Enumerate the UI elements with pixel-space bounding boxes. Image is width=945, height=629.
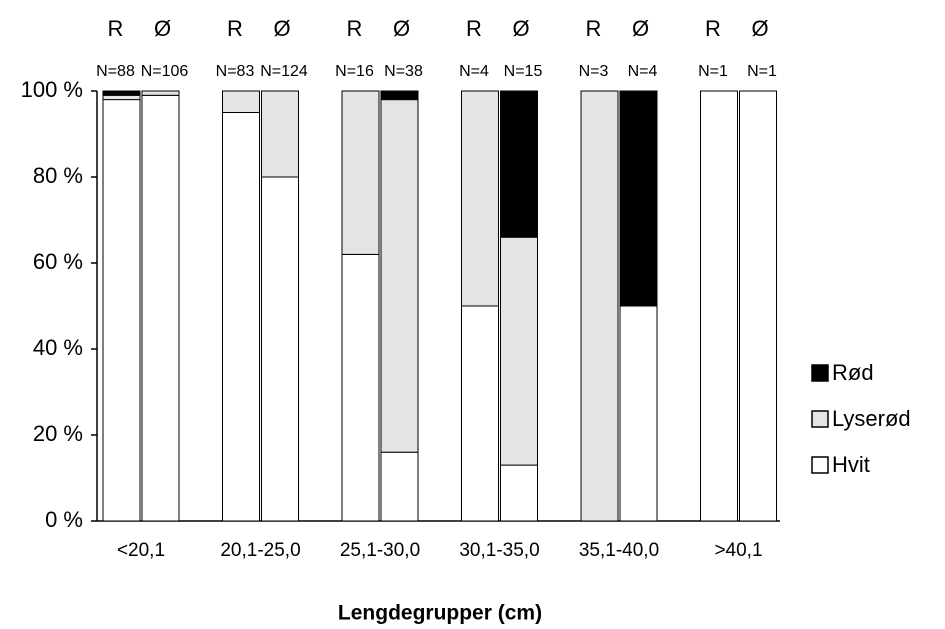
y-tick-label: 20 % [33, 421, 83, 446]
n-label: N=3 [579, 63, 609, 80]
y-tick-label: 40 % [33, 335, 83, 360]
bar-label: R [227, 16, 243, 41]
bar-segment [141, 90, 180, 96]
x-tick-label: >40,1 [714, 540, 762, 561]
n-label: N=83 [216, 63, 255, 80]
bar-label: Ø [632, 16, 649, 41]
n-label: N=16 [335, 63, 374, 80]
y-tick-label: 100 % [21, 77, 83, 102]
bar-label: Ø [512, 16, 529, 41]
legend-label: Hvit [832, 452, 870, 477]
bar-segment [580, 90, 619, 522]
bar-segment [500, 236, 538, 466]
x-axis-label: Lengdegrupper (cm) [338, 602, 542, 625]
x-tick-label: 35,1-40,0 [579, 540, 659, 561]
n-label: N=4 [459, 63, 489, 80]
legend-label: Lyserød [832, 406, 911, 431]
bar-segment [461, 305, 499, 522]
bar-label: Ø [751, 16, 768, 41]
legend-label: Rød [832, 360, 874, 385]
n-label: N=1 [747, 63, 777, 80]
bar-segment [380, 99, 419, 453]
n-label: N=1 [698, 63, 728, 80]
bar-segment [619, 90, 658, 307]
bar-segment [380, 451, 419, 522]
bar-segment [341, 253, 380, 522]
bar-label: Ø [273, 16, 290, 41]
y-tick-label: 80 % [33, 163, 83, 188]
x-tick-label: 25,1-30,0 [340, 540, 420, 561]
bar-segment [141, 94, 180, 522]
legend-swatch [811, 364, 829, 382]
bar-segment [461, 90, 499, 307]
legend-swatch [811, 410, 829, 428]
bar-segment [619, 305, 658, 522]
n-label: N=88 [96, 63, 135, 80]
n-label: N=124 [260, 63, 308, 80]
bar-segment [261, 176, 299, 522]
n-label: N=38 [384, 63, 423, 80]
legend-swatch [811, 456, 829, 474]
bar-label: R [466, 16, 482, 41]
x-tick-label: 20,1-25,0 [220, 540, 300, 561]
bar-label: Ø [393, 16, 410, 41]
bar-label: R [586, 16, 602, 41]
n-label: N=4 [628, 63, 658, 80]
bar-segment [102, 99, 141, 522]
n-label: N=15 [504, 63, 543, 80]
bar-segment [500, 464, 538, 522]
bar-label: R [108, 16, 124, 41]
bar-segment [700, 90, 738, 522]
bar-segment [102, 90, 141, 96]
bar-segment [222, 90, 260, 113]
x-tick-label: 30,1-35,0 [459, 540, 539, 561]
bar-label: Ø [154, 16, 171, 41]
bar-label: R [705, 16, 721, 41]
bar-segment [222, 112, 260, 522]
y-tick-label: 60 % [33, 249, 83, 274]
n-label: N=106 [141, 63, 189, 80]
bar-segment [500, 90, 538, 238]
bar-label: R [347, 16, 363, 41]
bar-segment [261, 90, 299, 178]
bar-segment [102, 94, 141, 101]
bar-segment [739, 90, 777, 522]
bar-segment [380, 90, 419, 101]
bar-segment [341, 90, 380, 255]
x-tick-label: <20,1 [117, 540, 165, 561]
y-tick-label: 0 % [45, 507, 83, 532]
